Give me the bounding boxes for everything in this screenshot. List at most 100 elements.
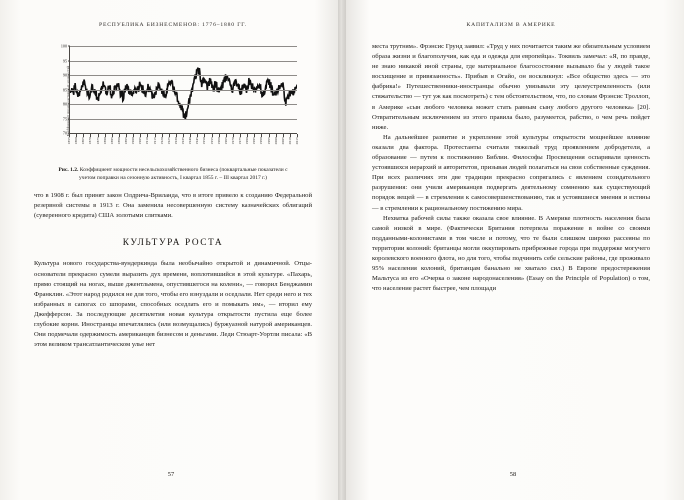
right-page-body: места трутням». Фрэнсис Грунд заявил: «Т…	[372, 42, 650, 294]
chart-x-tickmark	[111, 134, 113, 137]
chart-x-tickmark	[197, 134, 199, 137]
chart-x-tickmark	[211, 134, 213, 137]
chart-capacity-utilization: Коэффициент производственных мощностей 7…	[47, 42, 299, 160]
chart-x-tick-label: 1865	[81, 137, 86, 145]
chart-x-tick-label: 1935	[181, 137, 185, 145]
chart-x-tick-label: 1940	[188, 137, 193, 145]
chart-x-tickmark	[183, 134, 184, 137]
chart-x-tickmark	[204, 134, 206, 137]
chart-y-tickmark	[68, 103, 70, 105]
chart-x-tick-label: 1890	[116, 137, 121, 145]
chart-y-tick-label: 70	[62, 130, 67, 136]
chart-x-tick-label: 1985	[252, 137, 257, 145]
chart-x-tick-label: 1880	[102, 137, 107, 145]
chart-x-tick-label: 1930	[173, 137, 178, 145]
chart-y-tickmark	[68, 89, 70, 90]
paragraph-two-factors: На дальнейшее развитие и укрепление этой…	[372, 133, 650, 212]
chart-x-tick-label: 1955	[209, 137, 214, 145]
chart-y-tick-label: 90	[62, 72, 67, 78]
chart-x-tickmark	[175, 134, 177, 137]
chart-x-tickmark	[190, 134, 192, 137]
chart-x-axis: 1855 1860 1865 1870 1875 1880 1885 1890 1895 1900…	[67, 134, 299, 160]
chart-x-tickmark	[218, 134, 220, 137]
section-heading-culture: Культура роста	[122, 238, 224, 249]
chart-x-tick-label: 1915	[152, 137, 157, 145]
chart-x-tickmark	[225, 134, 227, 137]
chart-y-tick-label: 85	[62, 87, 67, 92]
figure-1-2: Коэффициент производственных мощностей 7…	[34, 42, 312, 182]
chart-x-tickmark	[297, 134, 298, 137]
chart-x-tick-label: 1970	[230, 137, 235, 145]
paragraph-culture: Культура нового государства-вундеркинда …	[34, 260, 312, 349]
chart-x-tickmark	[268, 134, 270, 137]
chart-x-tick-label: 2010	[287, 137, 292, 145]
chart-x-tick-label: 2005	[280, 137, 285, 145]
chart-gridline	[70, 75, 297, 76]
chart-x-tickmark	[289, 134, 291, 137]
chart-x-tick-label: 1990	[259, 137, 264, 145]
chart-x-tickmark	[97, 134, 99, 137]
chart-x-tick-label: 1860	[74, 137, 79, 145]
chart-x-tickmark	[161, 134, 163, 137]
chart-x-tick-label: 1855	[67, 137, 71, 145]
paragraph-continued: места трутням». Фрэнсис Грунд заявил: «Т…	[372, 43, 650, 131]
chart-x-tickmark	[254, 134, 256, 137]
chart-x-tick-label: 1910	[145, 137, 150, 145]
chart-y-tickmark	[68, 74, 70, 76]
chart-x-tick-labels: 1855 1860 1865 1870 1875 1880 1885 1890 1895 1900…	[67, 137, 299, 160]
chart-x-tick-label: 1885	[109, 137, 114, 145]
chart-x-tick-label: 1945	[195, 137, 200, 145]
page-number-left: 57	[167, 471, 175, 478]
chart-x-tickmark	[282, 134, 284, 137]
chart-x-tick-label: 1995	[266, 137, 271, 145]
chart-y-tickmark	[68, 132, 70, 134]
chart-x-tickmark	[126, 134, 127, 137]
chart-plot-area: 70 75 80 85 90 95 100	[61, 44, 297, 136]
chart-gridline	[70, 60, 297, 62]
chart-gridline	[70, 46, 297, 47]
chart-x-tickmark	[133, 134, 135, 137]
chart-x-tickmark	[232, 134, 234, 137]
chart-x-tickmark	[140, 134, 142, 137]
chart-gridline	[70, 104, 297, 105]
running-head-left: Республика бизнесменов: 1776–1880 гг.	[99, 22, 247, 28]
chart-y-tick-label: 75	[62, 116, 67, 121]
paragraph-labour-shortage: Нехватка рабочей силы также оказала свое…	[372, 214, 650, 293]
chart-y-tick-label: 95	[62, 58, 67, 63]
paragraph-after-figure: что в 1908 г. был принят закон Олдрича-В…	[34, 192, 312, 220]
chart-x-tickmark	[147, 134, 149, 137]
chart-x-tickmark	[247, 134, 249, 137]
chart-x-tickmarks	[69, 134, 298, 137]
chart-y-tick-label: 100	[60, 43, 67, 49]
chart-x-tickmark	[275, 134, 277, 137]
figure-caption-text: Коэффициент мощности несельскохозяйствен…	[79, 167, 288, 182]
chart-x-tickmark	[240, 134, 241, 137]
chart-x-tick-label: 2015	[295, 137, 299, 145]
page-number-right: 58	[509, 471, 517, 478]
chart-gridline	[70, 89, 297, 91]
chart-x-tick-label: 1975	[238, 137, 242, 145]
figure-caption: Рис. 1.2. Коэффициент мощности несельско…	[54, 166, 292, 182]
chart-gridline	[70, 118, 297, 120]
chart-x-tick-label: 1875	[95, 137, 100, 145]
chart-x-tick-label: 1905	[138, 137, 143, 145]
chart-x-tick-label: 2000	[273, 137, 278, 145]
chart-x-tickmark	[76, 134, 78, 137]
chart-x-tickmark	[261, 134, 263, 137]
chart-x-tick-label: 1920	[159, 137, 164, 145]
figure-caption-label: Рис. 1.2.	[58, 167, 79, 173]
chart-x-tick-label: 1950	[202, 137, 207, 145]
right-page: Капитализм в Америке места трутням». Фрэ…	[342, 0, 684, 500]
chart-x-tickmark	[154, 134, 156, 137]
chart-x-tick-label: 1900	[131, 137, 136, 145]
chart-x-tick-label: 1960	[216, 137, 221, 145]
chart-x-tickmark	[168, 134, 170, 137]
left-page-body-culture: Культура нового государства-вундеркинда …	[34, 259, 312, 350]
chart-x-tickmark	[69, 134, 70, 137]
chart-x-tick-label: 1895	[124, 137, 128, 145]
chart-x-tick-label: 1980	[245, 137, 250, 145]
chart-y-tickmark	[68, 45, 70, 47]
chart-x-tickmark	[104, 134, 106, 137]
chart-y-tickmark	[68, 60, 70, 61]
